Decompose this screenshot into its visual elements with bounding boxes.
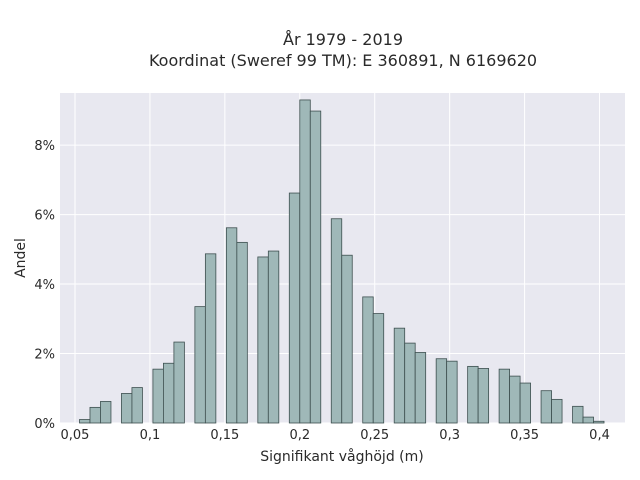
histogram-bar xyxy=(435,358,448,424)
histogram-bar xyxy=(173,341,185,424)
x-tick-label: 0,05 xyxy=(61,428,90,443)
histogram-bar xyxy=(593,420,605,424)
histogram-bar xyxy=(551,398,563,424)
histogram-bar xyxy=(194,306,206,424)
histogram-bar xyxy=(572,405,584,424)
histogram-bar xyxy=(467,365,479,424)
histogram-bar xyxy=(509,375,521,424)
histogram-bar xyxy=(89,406,101,424)
x-axis-ticks: 0,05 0,1 0,15 0,2 0,25 0,3 0,35 0,4 xyxy=(61,428,610,443)
histogram-bar xyxy=(309,110,322,424)
histogram-bar xyxy=(267,250,280,424)
y-tick-label: 0% xyxy=(34,417,55,432)
histogram-bar xyxy=(152,368,164,424)
histogram-bar xyxy=(404,342,416,424)
bars xyxy=(79,99,605,424)
histogram-bar xyxy=(341,254,353,424)
y-tick-label: 8% xyxy=(34,139,55,154)
histogram-bar xyxy=(100,401,112,424)
histogram-bar xyxy=(236,241,248,424)
histogram-bar xyxy=(131,387,143,424)
histogram-bar xyxy=(477,368,490,424)
chart-subtitle: Koordinat (Sweref 99 TM): E 360891, N 61… xyxy=(149,51,537,70)
x-tick-label: 0,2 xyxy=(289,428,310,443)
chart-title: År 1979 - 2019 xyxy=(283,30,403,49)
x-tick-label: 0,1 xyxy=(140,428,161,443)
x-tick-label: 0,4 xyxy=(589,428,610,443)
histogram-bar xyxy=(540,390,552,424)
x-tick-label: 0,25 xyxy=(360,428,389,443)
histogram-bar xyxy=(498,368,511,424)
y-tick-label: 2% xyxy=(34,348,55,363)
histogram-bar xyxy=(372,313,385,424)
x-tick-label: 0,3 xyxy=(439,428,460,443)
y-axis-label: Andel xyxy=(13,238,29,278)
x-tick-label: 0,15 xyxy=(210,428,239,443)
histogram-bar xyxy=(163,362,175,424)
x-tick-label: 0,35 xyxy=(510,428,539,443)
histogram-bar xyxy=(330,218,343,424)
y-axis-ticks: 0% 2% 4% 6% 8% xyxy=(34,139,55,432)
histogram-bar xyxy=(288,192,301,424)
histogram-bar xyxy=(393,327,406,424)
histogram-bar xyxy=(225,227,238,424)
y-tick-label: 6% xyxy=(34,209,55,224)
histogram-bar xyxy=(582,416,594,424)
histogram-bar xyxy=(257,256,269,424)
histogram-bar xyxy=(362,296,374,424)
x-axis-label: Signifikant våghöjd (m) xyxy=(260,448,423,465)
histogram-bar xyxy=(204,253,217,424)
histogram-bar xyxy=(519,382,531,424)
histogram-bar xyxy=(446,360,458,424)
histogram-bar xyxy=(414,352,427,424)
histogram-bar xyxy=(299,99,311,424)
histogram-bar xyxy=(121,393,133,424)
y-tick-label: 4% xyxy=(34,278,55,293)
histogram-bar xyxy=(79,419,91,424)
